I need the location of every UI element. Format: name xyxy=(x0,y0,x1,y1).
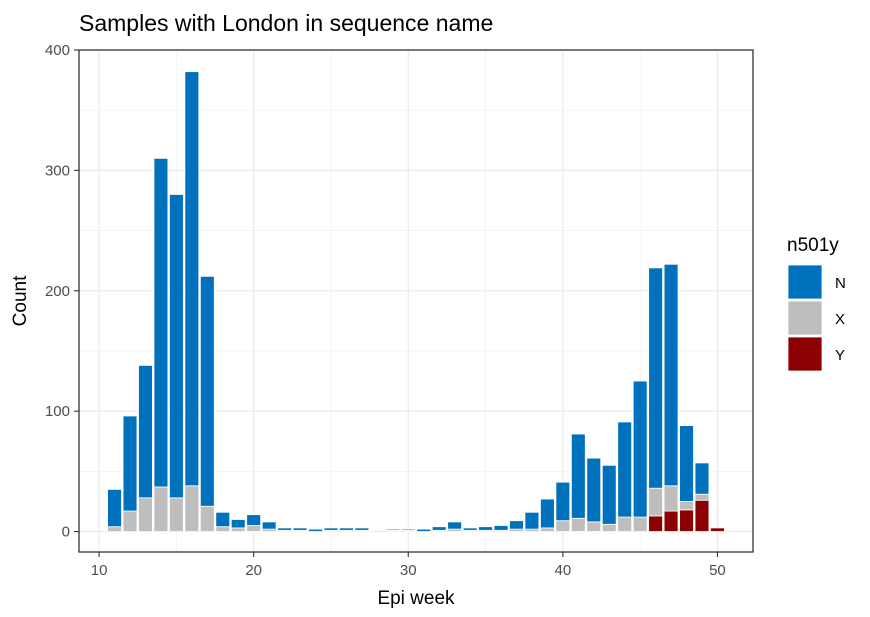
bar-x-week-39 xyxy=(540,527,555,532)
bar-n-week-26 xyxy=(339,527,354,531)
bar-n-week-39 xyxy=(540,498,555,529)
x-axis: 10 20 30 40 50 xyxy=(91,552,726,579)
bar-n-week-11 xyxy=(107,489,122,528)
bar-n-week-22 xyxy=(277,527,292,531)
bar-y-week-46 xyxy=(648,515,663,532)
legend-label-y: Y xyxy=(835,347,845,364)
bar-x-week-20 xyxy=(246,525,262,532)
bar-n-week-15 xyxy=(169,194,184,499)
legend-key-y xyxy=(787,336,823,372)
bar-n-week-36 xyxy=(493,525,509,531)
legend: n501y N X Y xyxy=(787,235,846,372)
x-tick-label: 30 xyxy=(400,562,417,579)
bar-n-week-23 xyxy=(292,527,308,531)
bar-n-week-12 xyxy=(122,415,138,512)
bar-n-week-49 xyxy=(694,462,710,495)
y-tick-label: 400 xyxy=(45,42,70,59)
bar-x-week-46 xyxy=(648,487,663,517)
bar-x-week-12 xyxy=(122,510,138,532)
x-tick-label: 20 xyxy=(245,562,262,579)
bar-x-week-14 xyxy=(153,486,169,532)
bar-n-week-27 xyxy=(354,527,370,531)
bar-n-week-34 xyxy=(462,527,478,531)
bar-n-week-48 xyxy=(679,425,694,502)
chart-title: Samples with London in sequence name xyxy=(79,10,493,36)
bar-n-week-47 xyxy=(663,263,679,487)
bar-n-week-41 xyxy=(570,433,586,519)
legend-key-n xyxy=(787,264,823,300)
bar-n-week-18 xyxy=(215,511,231,528)
bar-n-week-30 xyxy=(400,528,416,531)
bar-n-week-20 xyxy=(246,514,262,526)
bar-n-week-40 xyxy=(555,481,571,522)
y-tick-label: 100 xyxy=(45,403,70,420)
bar-n-week-42 xyxy=(586,457,602,523)
bar-x-week-44 xyxy=(617,516,633,532)
bar-n-week-46 xyxy=(648,267,663,489)
bar-n-week-32 xyxy=(431,526,447,531)
bar-x-week-16 xyxy=(184,485,200,532)
bar-x-week-47 xyxy=(663,485,679,512)
bar-x-week-42 xyxy=(586,521,602,532)
bar-x-week-49 xyxy=(694,493,710,501)
bar-y-week-50 xyxy=(710,527,725,532)
bar-x-week-18 xyxy=(215,526,231,532)
bar-x-week-15 xyxy=(169,497,184,532)
bar-n-week-25 xyxy=(323,527,339,531)
bar-x-week-17 xyxy=(199,505,215,532)
bar-n-week-14 xyxy=(153,157,169,488)
bar-n-week-37 xyxy=(509,520,524,530)
bar-n-week-24 xyxy=(308,528,323,532)
legend-label-x: X xyxy=(835,311,845,328)
bar-y-week-49 xyxy=(694,499,710,532)
bar-x-week-19 xyxy=(230,527,246,532)
legend-label-n: N xyxy=(835,275,846,292)
legend-title: n501y xyxy=(787,235,839,256)
bar-n-week-21 xyxy=(261,521,277,530)
bar-y-week-48 xyxy=(679,509,694,532)
x-tick-label: 10 xyxy=(91,562,108,579)
bar-n-week-31 xyxy=(416,528,432,532)
bar-n-week-44 xyxy=(617,421,633,518)
x-axis-title: Epi week xyxy=(377,588,455,609)
bar-n-week-43 xyxy=(601,464,617,525)
bar-n-week-33 xyxy=(447,521,463,530)
bar-n-week-38 xyxy=(524,511,540,530)
bar-x-week-48 xyxy=(679,501,694,511)
x-tick-label: 50 xyxy=(709,562,726,579)
bar-n-week-29 xyxy=(385,528,401,531)
bars xyxy=(107,71,725,532)
bar-n-week-16 xyxy=(184,71,200,487)
x-tick-label: 40 xyxy=(555,562,572,579)
bar-x-week-45 xyxy=(632,516,648,532)
bar-x-week-40 xyxy=(555,520,571,532)
legend-key-x xyxy=(787,300,823,336)
bar-n-week-13 xyxy=(138,365,153,499)
bar-n-week-45 xyxy=(632,380,648,518)
y-tick-label: 0 xyxy=(62,524,70,541)
bar-y-week-47 xyxy=(663,510,679,532)
bar-n-week-17 xyxy=(199,275,215,507)
bar-n-week-35 xyxy=(478,526,493,531)
plot-border xyxy=(78,49,754,553)
bar-x-week-13 xyxy=(138,497,153,532)
y-tick-label: 300 xyxy=(45,162,70,179)
y-axis-title: Count xyxy=(10,275,31,326)
bar-x-week-41 xyxy=(570,517,586,532)
y-tick-label: 200 xyxy=(45,283,70,300)
bar-n-week-19 xyxy=(230,519,246,529)
y-axis: 0 100 200 300 400 xyxy=(45,42,79,541)
bar-x-week-11 xyxy=(107,526,122,532)
bar-x-week-43 xyxy=(601,523,617,532)
